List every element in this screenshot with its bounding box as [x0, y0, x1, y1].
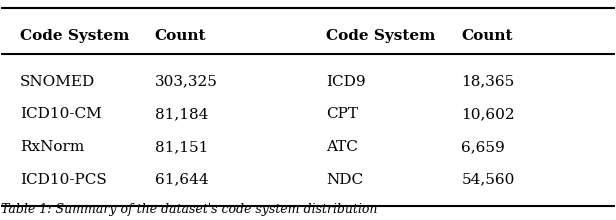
Text: RxNorm: RxNorm: [20, 140, 84, 154]
Text: Table 1: Summary of the dataset's code system distribution: Table 1: Summary of the dataset's code s…: [1, 204, 378, 216]
Text: Code System: Code System: [20, 29, 129, 43]
Text: ICD10-CM: ICD10-CM: [20, 107, 102, 121]
Text: 303,325: 303,325: [155, 75, 217, 89]
Text: 54,560: 54,560: [461, 172, 515, 187]
Text: Code System: Code System: [326, 29, 436, 43]
Text: 81,184: 81,184: [155, 107, 208, 121]
Text: 81,151: 81,151: [155, 140, 208, 154]
Text: SNOMED: SNOMED: [20, 75, 95, 89]
Text: 6,659: 6,659: [461, 140, 505, 154]
Text: ATC: ATC: [326, 140, 359, 154]
Text: NDC: NDC: [326, 172, 363, 187]
Text: 10,602: 10,602: [461, 107, 515, 121]
Text: Count: Count: [461, 29, 513, 43]
Text: 61,644: 61,644: [155, 172, 208, 187]
Text: ICD9: ICD9: [326, 75, 366, 89]
Text: Count: Count: [155, 29, 206, 43]
Text: ICD10-PCS: ICD10-PCS: [20, 172, 107, 187]
Text: 18,365: 18,365: [461, 75, 514, 89]
Text: CPT: CPT: [326, 107, 359, 121]
